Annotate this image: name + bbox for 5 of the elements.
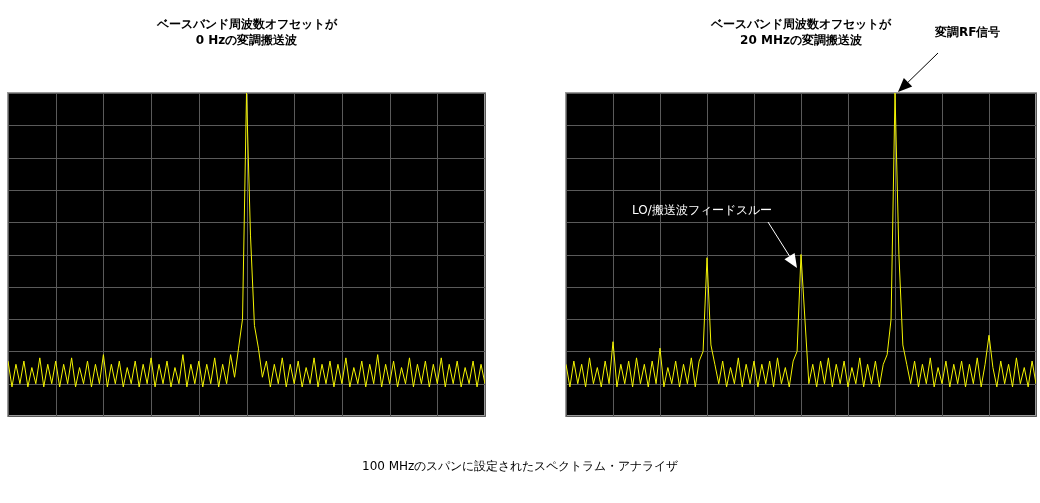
text: 変調RF信号 <box>935 24 1001 41</box>
text: 100 MHzのスパンに設定されたスペクトラム・アナライザ <box>362 458 679 475</box>
annotation: LO/搬送波フィードスルー <box>632 202 772 219</box>
chart-title: ベースバンド周波数オフセットが 0 Hzの変調搬送波 <box>155 17 338 47</box>
chart-title: ベースバンド周波数オフセットが 20 MHzの変調搬送波 <box>710 17 892 47</box>
